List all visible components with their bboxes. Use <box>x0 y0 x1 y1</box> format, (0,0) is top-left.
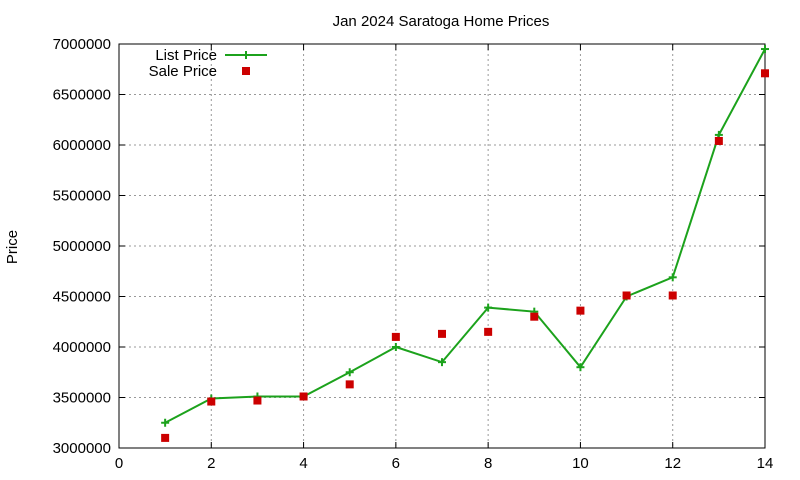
series-line <box>164 48 766 424</box>
y-axis: 3000000 3500000 4000000 4500000 5000000 55000… <box>53 36 765 457</box>
data-point <box>391 332 400 341</box>
data-point <box>161 418 170 427</box>
y-axis-label: Price <box>4 230 21 264</box>
series-layer <box>161 45 769 442</box>
data-point <box>438 358 446 367</box>
data-point <box>161 433 170 442</box>
data-point <box>438 329 446 338</box>
y-tick-label: 4000000 <box>53 339 111 356</box>
data-point <box>207 397 216 406</box>
x-axis: 0 2 4 6 8 10 12 14 <box>115 44 774 472</box>
x-tick-label: 10 <box>572 455 589 472</box>
y-tick-label: 4500000 <box>53 289 111 306</box>
y-tick-label: 5000000 <box>53 238 111 255</box>
x-tick-label: 4 <box>299 455 307 472</box>
x-tick-label: 14 <box>757 455 774 472</box>
data-point <box>576 306 585 315</box>
y-tick-label: 5500000 <box>53 188 111 205</box>
data-point <box>345 368 354 377</box>
data-point <box>299 392 308 401</box>
x-tick-label: 2 <box>207 455 215 472</box>
data-point <box>484 327 493 336</box>
data-point <box>253 396 262 405</box>
legend-marker <box>242 51 250 59</box>
chart-title: Jan 2024 Saratoga Home Prices <box>333 13 550 30</box>
legend-label: List Price <box>155 47 217 64</box>
x-tick-label: 8 <box>484 455 492 472</box>
series-list-price <box>161 45 769 427</box>
data-point <box>714 136 723 145</box>
x-tick-label: 6 <box>392 455 400 472</box>
legend-marker <box>242 67 250 75</box>
data-point <box>761 45 769 54</box>
data-point <box>622 291 631 300</box>
data-point <box>484 303 493 312</box>
y-tick-label: 6000000 <box>53 137 111 154</box>
legend-label: Sale Price <box>149 63 217 80</box>
data-point <box>761 69 769 78</box>
data-point <box>668 291 677 300</box>
data-point <box>391 343 400 351</box>
grid-lines <box>119 44 765 448</box>
x-tick-label: 12 <box>664 455 681 472</box>
data-point <box>668 273 677 282</box>
y-tick-label: 7000000 <box>53 36 111 53</box>
y-tick-label: 6500000 <box>53 87 111 104</box>
y-tick-label: 3000000 <box>53 440 111 457</box>
data-point <box>576 363 585 372</box>
x-tick-label: 0 <box>115 455 123 472</box>
y-tick-label: 3500000 <box>53 390 111 407</box>
series-sale-price <box>161 69 769 442</box>
data-point <box>345 380 354 389</box>
data-point <box>530 312 539 321</box>
